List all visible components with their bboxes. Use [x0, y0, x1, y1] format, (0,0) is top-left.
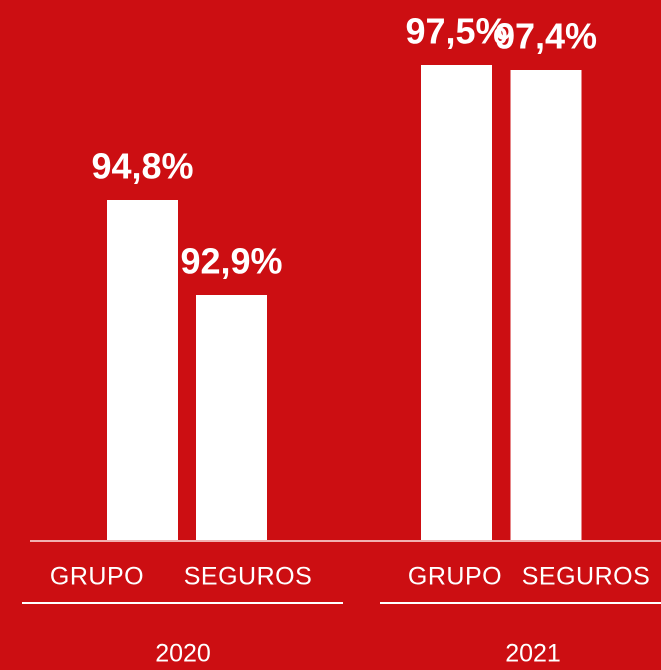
- bar: [196, 295, 267, 540]
- bar: [107, 200, 178, 540]
- bar: [510, 70, 582, 540]
- group-label: 2020: [155, 640, 211, 668]
- group-label: 2021: [505, 640, 561, 668]
- category-label: SEGUROS: [184, 563, 313, 591]
- category-label: SEGUROS: [522, 563, 651, 591]
- value-label: 97,4%: [495, 16, 597, 57]
- value-label: 92,9%: [180, 241, 282, 282]
- bar: [421, 65, 492, 540]
- value-label: 94,8%: [91, 146, 193, 187]
- category-label: GRUPO: [408, 563, 502, 591]
- category-label: GRUPO: [50, 563, 144, 591]
- value-label: 97,5%: [405, 11, 507, 52]
